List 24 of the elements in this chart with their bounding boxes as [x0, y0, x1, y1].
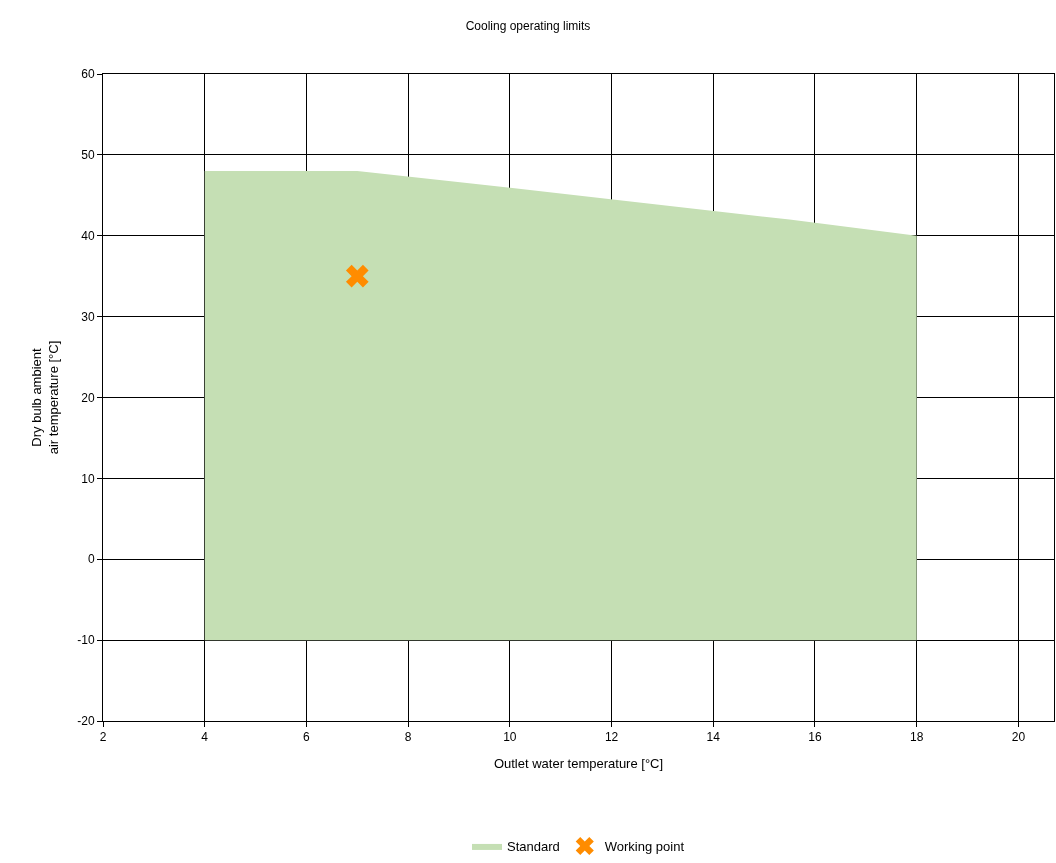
x-tick-label: 4	[201, 730, 209, 745]
y-tick-label: 30	[81, 309, 95, 324]
chart-title: Cooling operating limits	[465, 18, 591, 33]
legend-label: Working point	[604, 839, 685, 855]
y-axis-title: Dry bulb ambient air temperature [°C]	[29, 340, 62, 455]
legend-label: Standard	[507, 839, 560, 855]
x-tick-label: 8	[404, 730, 412, 745]
y-tick-label: 60	[81, 67, 95, 82]
x-tick-label: 16	[808, 730, 822, 745]
x-tick-label: 14	[706, 730, 721, 745]
x-tick-label: 2	[99, 730, 107, 745]
y-tick-label: -20	[77, 714, 95, 729]
y-tick-label: 20	[81, 390, 95, 405]
x-axis-title: Outlet water temperature [°C]	[493, 756, 664, 771]
y-tick-label: 40	[81, 228, 95, 243]
x-tick-label: 10	[503, 730, 517, 745]
y-tick-label: 50	[81, 148, 95, 163]
y-tick-label: -10	[77, 633, 95, 648]
x-tick-label: 20	[1011, 730, 1026, 745]
x-tick-label: 6	[303, 730, 311, 745]
y-tick-label: 0	[87, 552, 95, 567]
y-tick-label: 10	[81, 471, 95, 486]
x-tick-label: 18	[910, 730, 924, 745]
x-tick-label: 12	[604, 730, 619, 745]
